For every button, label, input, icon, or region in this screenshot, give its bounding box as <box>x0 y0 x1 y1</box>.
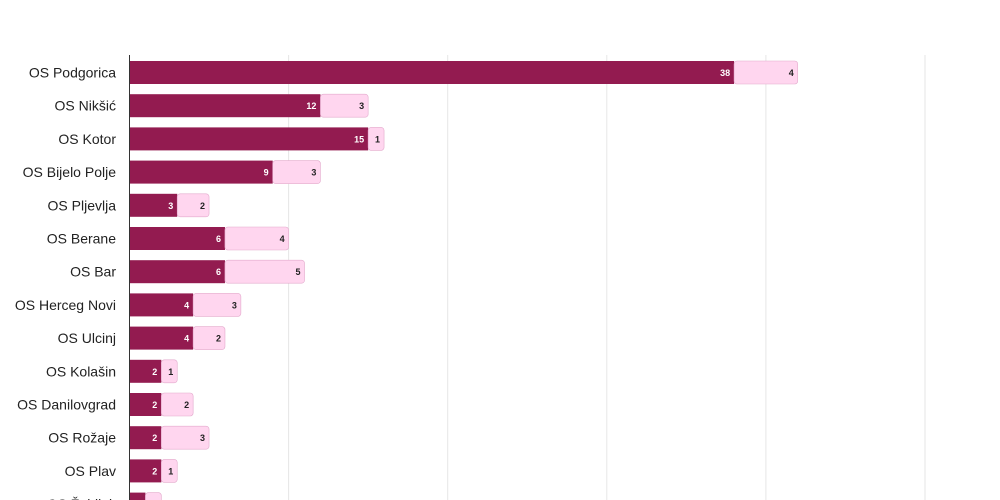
data-label: 5 <box>295 267 300 277</box>
data-label: 4 <box>280 234 285 244</box>
category-label: OS Berane <box>47 231 116 247</box>
bar-segment <box>145 492 162 500</box>
bar-segment <box>129 160 273 184</box>
category-labels: OS Podgorica OS Nikšić OS Kotor OS Bijelo P… <box>15 65 117 500</box>
data-label: 3 <box>359 101 364 111</box>
bar-segment <box>129 393 162 416</box>
data-label: 3 <box>168 201 173 211</box>
bar-segment <box>161 359 178 384</box>
bar-segment <box>129 193 178 217</box>
data-label: 3 <box>200 433 205 443</box>
category-label: OS Ulcinj <box>58 330 116 346</box>
bars: 3841231519332646543422122232111 <box>129 60 799 500</box>
data-label: 15 <box>354 134 364 144</box>
data-label: 4 <box>184 334 189 344</box>
category-label: OS Herceg Novi <box>15 297 116 313</box>
data-label: 9 <box>264 168 269 178</box>
data-label: 2 <box>152 466 157 476</box>
bar-segment <box>192 293 242 317</box>
data-label: 1 <box>375 134 380 144</box>
data-label: 2 <box>152 400 157 410</box>
data-label: 12 <box>306 101 316 111</box>
data-label: 6 <box>216 267 221 277</box>
data-label: 2 <box>152 367 157 377</box>
bar-segment <box>161 459 178 483</box>
bar-segment <box>367 127 385 151</box>
bar-segment <box>224 226 289 251</box>
data-label: 6 <box>216 234 221 244</box>
category-label: OS Rožaje <box>48 430 116 446</box>
category-label: OS Bijelo Polje <box>23 164 117 180</box>
data-label: 2 <box>184 400 189 410</box>
bar-segment <box>129 492 146 500</box>
bar-segment <box>161 425 210 450</box>
category-label: OS Kotor <box>58 131 116 147</box>
category-label: OS Danilovgrad <box>17 397 116 413</box>
data-label: 3 <box>311 168 316 178</box>
data-label: 4 <box>184 300 189 310</box>
bar-segment <box>129 426 162 450</box>
bar-segment <box>733 60 799 85</box>
data-label: 1 <box>168 466 173 476</box>
gridlines <box>288 55 926 500</box>
bar-segment <box>192 326 226 350</box>
bar-segment <box>320 93 369 118</box>
bar-segment <box>129 459 162 483</box>
bar-segment <box>129 94 321 118</box>
data-label: 2 <box>216 334 221 344</box>
data-label: 2 <box>152 433 157 443</box>
category-label: OS Pljevlja <box>48 197 117 213</box>
bar-segment <box>129 61 735 84</box>
bar-segment <box>129 260 225 284</box>
bar-segment <box>129 127 369 151</box>
bar-segment <box>176 193 210 218</box>
bar-segment <box>129 326 194 350</box>
bar-segment <box>161 392 194 417</box>
category-label: OS Podgorica <box>29 65 116 81</box>
bar-segment <box>272 160 321 184</box>
bar-segment <box>129 359 162 383</box>
data-label: 1 <box>168 367 173 377</box>
bar-segment <box>224 259 305 284</box>
data-label: 3 <box>232 300 237 310</box>
data-label: 2 <box>200 201 205 211</box>
bar-segment <box>129 293 194 317</box>
data-label: 4 <box>789 68 794 78</box>
bar-segment <box>129 227 225 250</box>
category-label: OS Kolašin <box>46 363 116 379</box>
category-label: OS Žabljak <box>47 496 117 500</box>
category-label: OS Plav <box>65 463 116 479</box>
data-label: 38 <box>720 68 730 78</box>
category-label: OS Bar <box>70 264 116 280</box>
category-label: OS Nikšić <box>55 98 116 114</box>
